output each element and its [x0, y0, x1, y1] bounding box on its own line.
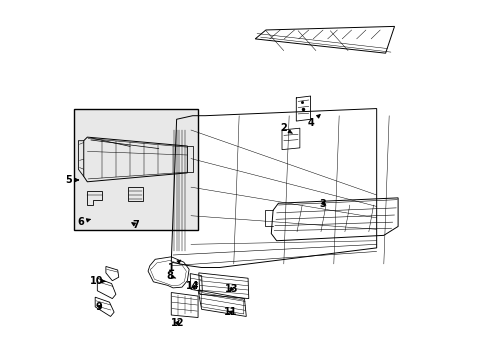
Text: 3: 3	[319, 199, 326, 209]
Text: 6: 6	[78, 217, 90, 227]
Text: 9: 9	[96, 302, 102, 312]
Text: 10: 10	[89, 276, 105, 286]
Text: 13: 13	[224, 284, 238, 294]
Text: 12: 12	[170, 318, 183, 328]
Text: 2: 2	[280, 123, 292, 133]
Text: 7: 7	[132, 220, 139, 230]
Text: 4: 4	[306, 114, 320, 128]
Bar	[74, 109, 198, 230]
Text: 1: 1	[167, 260, 181, 273]
Text: 14: 14	[185, 281, 199, 291]
Text: 5: 5	[65, 175, 78, 185]
Text: 8: 8	[166, 271, 175, 281]
Text: 11: 11	[224, 307, 237, 317]
